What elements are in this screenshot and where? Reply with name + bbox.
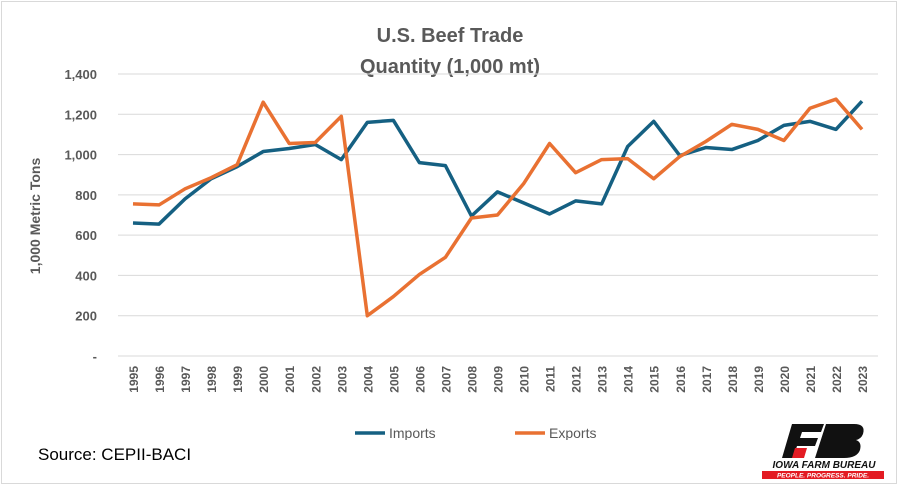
y-tick-label: 200 [75, 309, 97, 324]
x-tick-label: 2015 [648, 366, 662, 393]
x-tick-label: 2020 [778, 366, 792, 393]
x-tick-label: 2007 [439, 366, 453, 393]
x-tick-label: 2002 [309, 366, 323, 393]
y-tick-label: 1,000 [64, 148, 97, 163]
x-tick-label: 2021 [804, 366, 818, 393]
x-tick-label: 2004 [361, 366, 375, 393]
x-tick-label: 2017 [700, 366, 714, 393]
x-tick-label: 2012 [570, 366, 584, 393]
x-tick-label: 1996 [153, 366, 167, 393]
x-tick-label: 2014 [622, 366, 636, 393]
series-line-imports [132, 100, 864, 226]
x-tick-label: 1997 [179, 366, 193, 393]
y-tick-label: 1,200 [64, 107, 97, 122]
chart-subtitle: Quantity (1,000 mt) [360, 56, 540, 78]
x-tick-label: 2023 [856, 366, 870, 393]
x-tick-label: 1998 [205, 366, 219, 393]
series-line-exports [132, 97, 864, 318]
svg-text:PEOPLE. PROGRESS. PRIDE.: PEOPLE. PROGRESS. PRIDE. [777, 473, 869, 480]
y-tick-label: 600 [75, 228, 97, 243]
y-axis-label: 1,000 Metric Tons [27, 158, 43, 275]
chart-title: U.S. Beef Trade [377, 25, 524, 47]
svg-text:IOWA FARM BUREAU: IOWA FARM BUREAU [773, 460, 877, 471]
x-tick-label: 2016 [674, 366, 688, 393]
x-tick-label: 2010 [518, 366, 532, 393]
y-tick-label: 1,400 [64, 67, 97, 82]
source-note: Source: CEPII-BACI [38, 445, 192, 464]
x-tick-label: 2001 [283, 366, 297, 393]
y-tick-label: - [93, 349, 97, 364]
legend-label-exports: Exports [549, 425, 596, 440]
y-tick-label: 400 [75, 268, 97, 283]
x-tick-label: 2005 [387, 366, 401, 393]
x-tick-label: 1999 [231, 366, 245, 393]
line-chart: U.S. Beef Trade Quantity (1,000 mt) 1,00… [27, 25, 878, 440]
x-tick-label: 1995 [127, 366, 141, 393]
x-tick-label: 2009 [492, 366, 506, 393]
x-tick-label: 2013 [596, 366, 610, 393]
x-tick-label: 2018 [726, 366, 740, 393]
y-tick-label: 800 [75, 188, 97, 203]
legend-label-imports: Imports [389, 425, 436, 440]
x-tick-label: 2000 [257, 366, 271, 393]
x-tick-label: 2008 [465, 366, 479, 393]
x-tick-label: 2006 [413, 366, 427, 393]
x-tick-label: 2003 [335, 366, 349, 393]
x-tick-label: 2022 [830, 366, 844, 393]
x-tick-label: 2019 [752, 366, 766, 393]
iowa-farm-bureau-logo: IOWA FARM BUREAU PEOPLE. PROGRESS. PRIDE… [762, 424, 884, 480]
x-tick-label: 2011 [544, 366, 558, 392]
